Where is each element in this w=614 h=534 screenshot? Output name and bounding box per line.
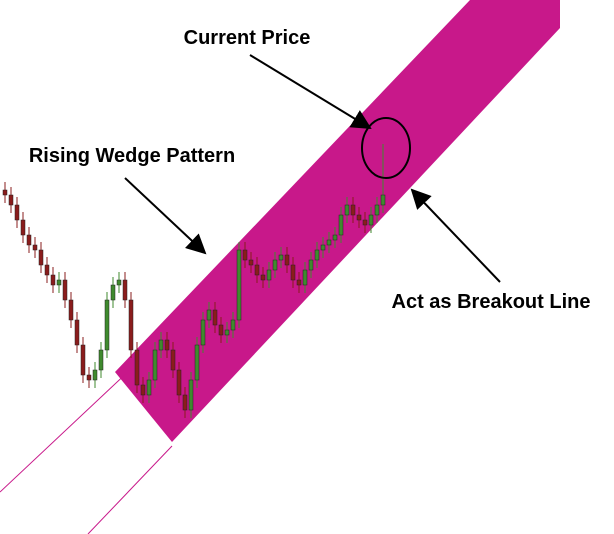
candle-body: [98, 349, 104, 371]
candle-body: [62, 279, 68, 301]
candle-body: [152, 349, 158, 381]
candle-body: [260, 274, 266, 281]
candle-body: [8, 194, 14, 206]
trend-line: [87, 445, 173, 534]
candle-body: [14, 204, 20, 221]
candle-body: [68, 299, 74, 321]
candle-body: [212, 309, 218, 326]
candle-body: [308, 259, 314, 271]
trend-line: [0, 367, 133, 493]
candle-body: [44, 264, 50, 276]
candle-body: [236, 249, 242, 321]
candle-body: [380, 194, 386, 206]
candle-body: [2, 189, 8, 196]
candle-body: [92, 369, 98, 381]
candle-body: [374, 204, 380, 216]
candle-body: [122, 279, 128, 301]
arrow: [410, 188, 501, 283]
candle-body: [314, 249, 320, 261]
candle-body: [218, 324, 224, 336]
candle-body: [158, 339, 164, 351]
candle-body: [74, 319, 80, 346]
candle-body: [344, 204, 350, 216]
candles: [2, 144, 386, 418]
candle-body: [248, 259, 254, 266]
candle-body: [284, 254, 290, 266]
candle-body: [170, 349, 176, 371]
candle-body: [302, 269, 308, 286]
candle-body: [356, 214, 362, 221]
candle-body: [194, 344, 200, 381]
arrow: [124, 177, 207, 255]
candle-body: [278, 254, 284, 261]
candle-body: [272, 259, 278, 271]
annotation: Act as Breakout Line: [392, 291, 591, 313]
candle-body: [134, 349, 140, 386]
candle-body: [164, 339, 170, 351]
candle-body: [26, 234, 32, 246]
candle-body: [326, 239, 332, 246]
candle-body: [50, 274, 56, 286]
candle-body: [116, 279, 122, 286]
wedge-band: [115, 0, 560, 442]
candle-body: [350, 204, 356, 216]
candle-body: [128, 299, 134, 351]
candle-body: [110, 284, 116, 301]
candle-body: [224, 329, 230, 336]
arrow: [249, 54, 372, 130]
candle-body: [56, 279, 62, 286]
annotation: Current Price: [184, 27, 311, 49]
candle-body: [20, 219, 26, 236]
candle-body: [140, 384, 146, 396]
candle-body: [206, 309, 212, 321]
candle-body: [362, 219, 368, 226]
candle-body: [182, 394, 188, 411]
candle-body: [332, 234, 338, 241]
candle-body: [146, 379, 152, 396]
candle-body: [200, 319, 206, 346]
candle-body: [32, 244, 38, 251]
candle-body: [290, 264, 296, 281]
candle-body: [80, 344, 86, 376]
candle-body: [320, 244, 326, 251]
candle-body: [188, 379, 194, 411]
candle-body: [86, 374, 92, 381]
annotation: Rising Wedge Pattern: [29, 145, 235, 167]
candle-body: [296, 279, 302, 286]
candle-body: [254, 264, 260, 276]
candle-body: [338, 214, 344, 236]
candle-body: [230, 319, 236, 331]
highlight-circle: [361, 117, 411, 179]
candle-body: [38, 249, 44, 266]
candle-body: [242, 249, 248, 261]
candle-body: [368, 214, 374, 226]
candle-body: [176, 369, 182, 396]
candle-body: [266, 269, 272, 281]
candle-body: [104, 299, 110, 351]
